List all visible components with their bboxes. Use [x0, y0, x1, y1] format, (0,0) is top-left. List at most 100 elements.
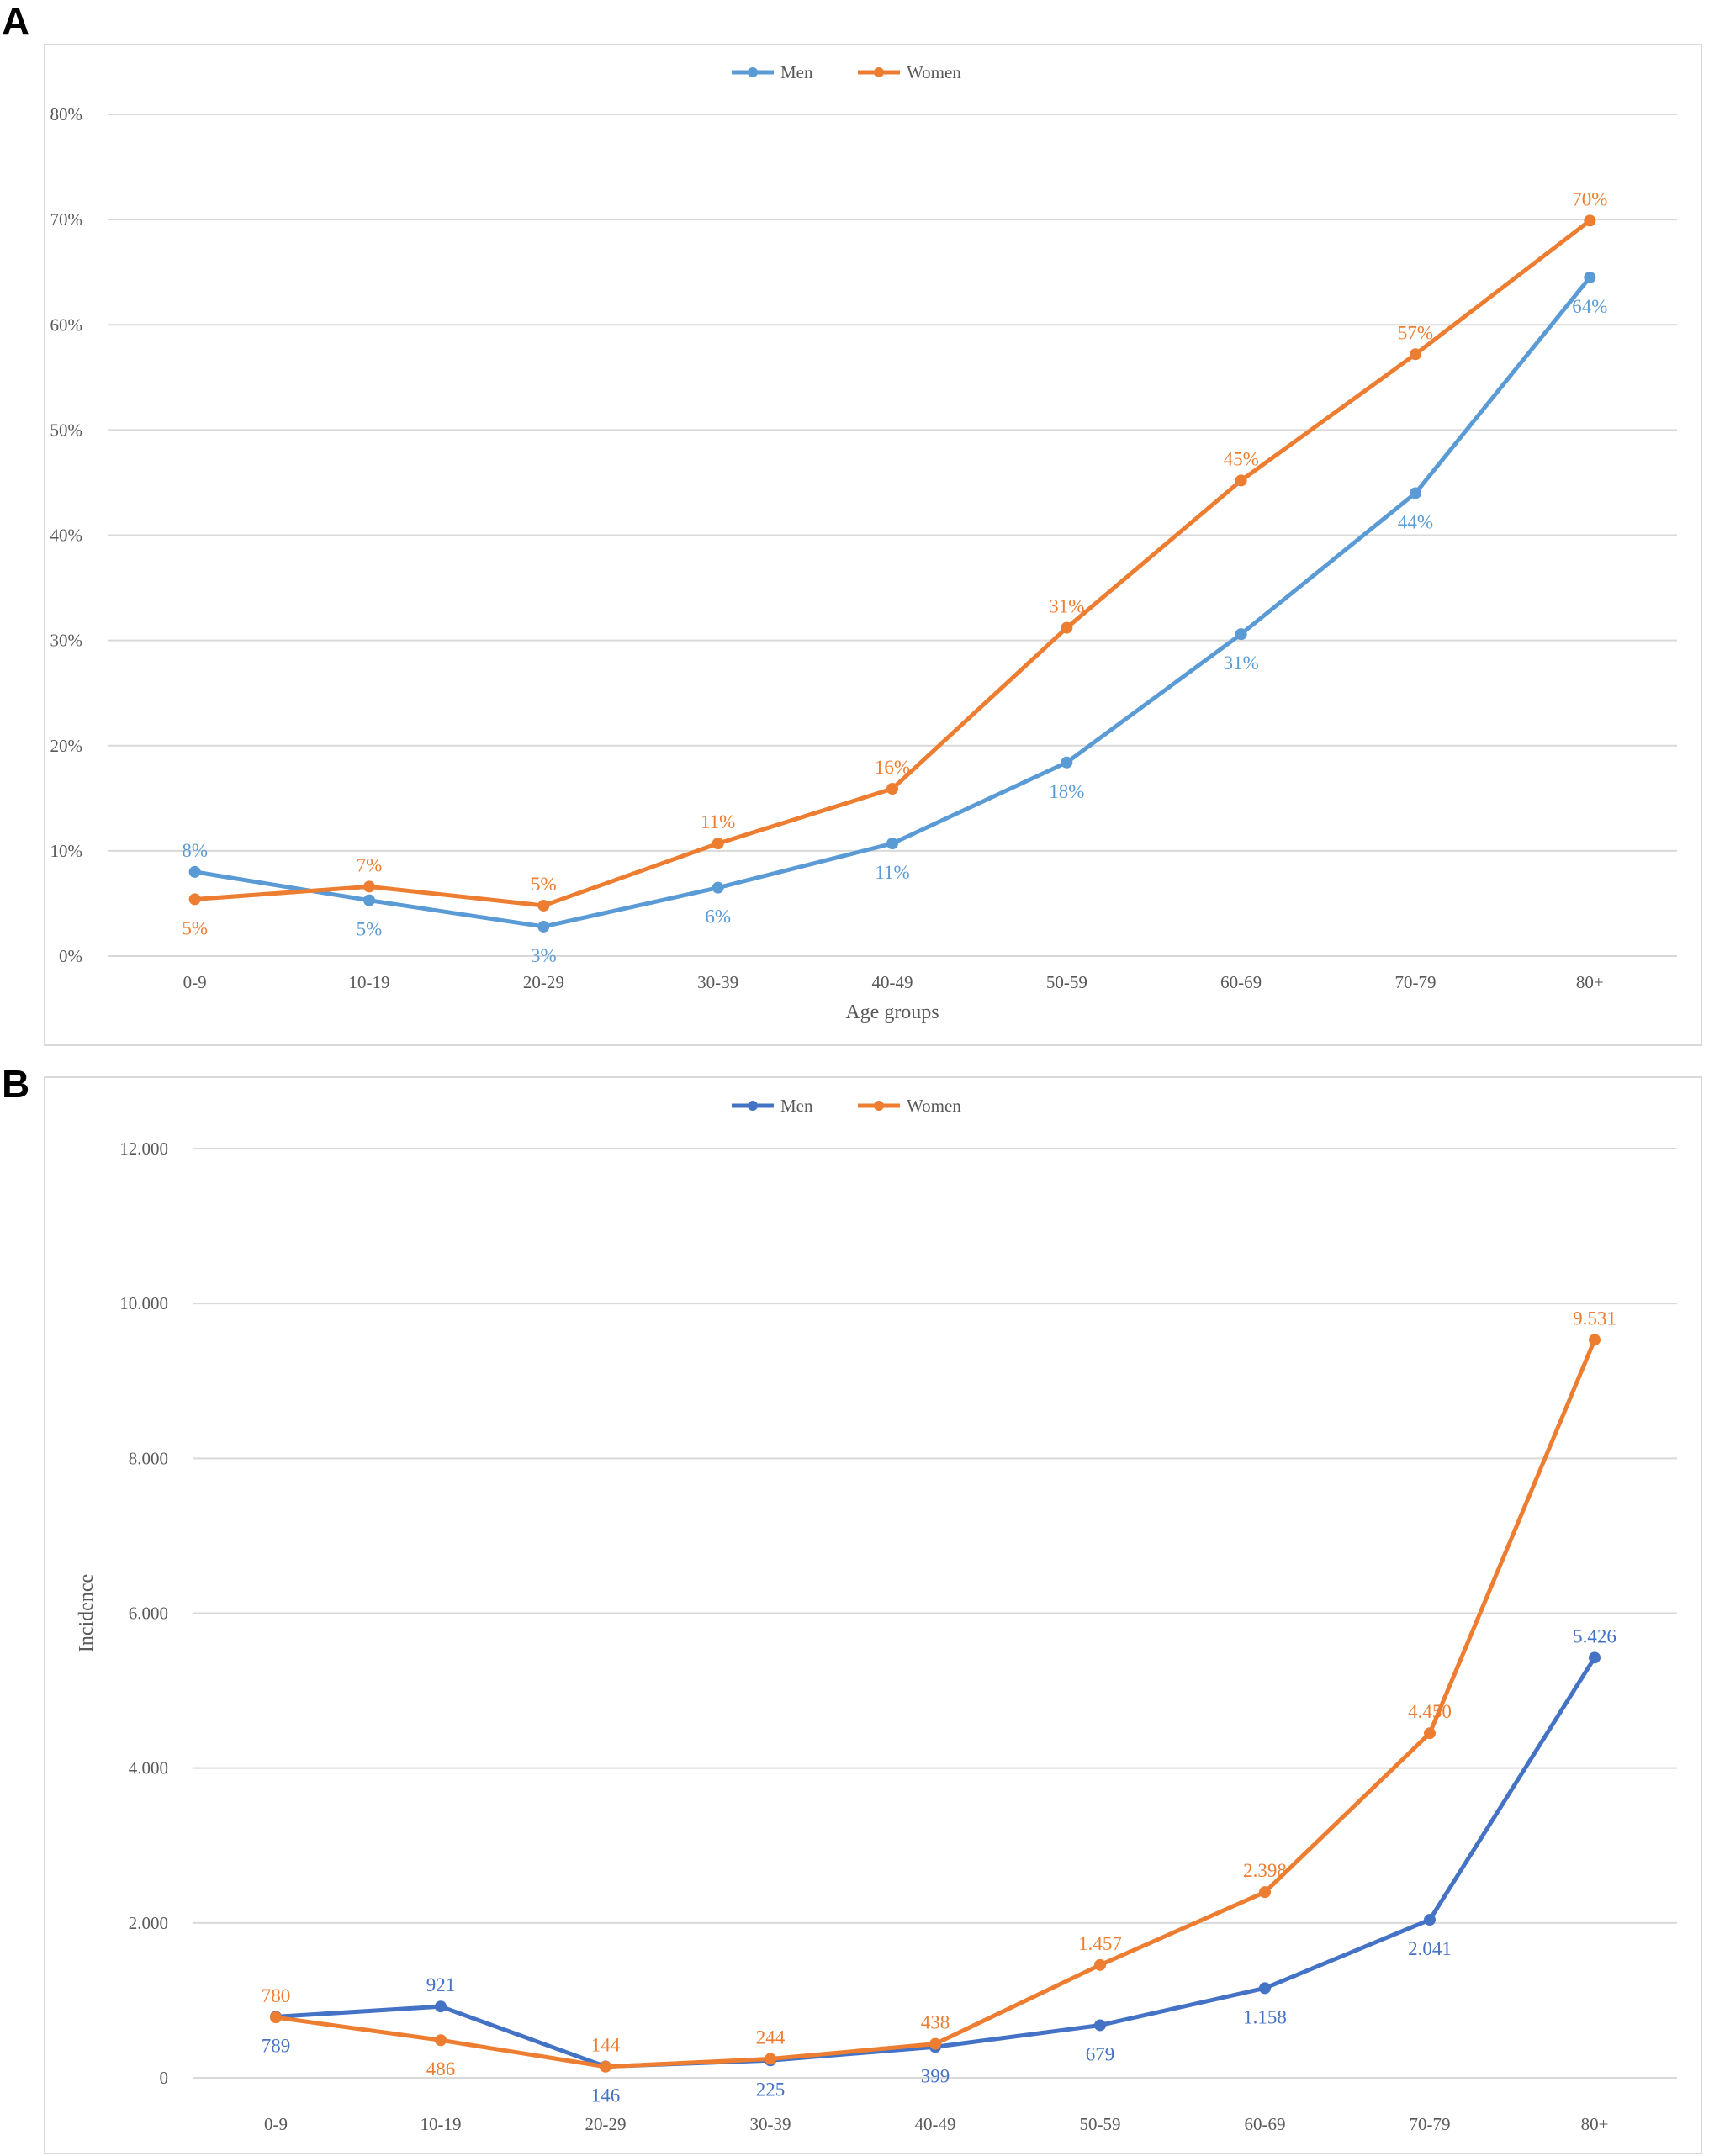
chart-b-data-label-women: 2.398 — [1243, 1860, 1287, 1881]
chart-b-data-label-men: 2.041 — [1408, 1938, 1452, 1959]
chart-b-data-label-men: 789 — [262, 2035, 291, 2056]
chart-b-xtick-label: 0-9 — [264, 2114, 288, 2134]
chart-a-data-label-women: 5% — [182, 917, 208, 938]
chart-a-data-label-men: 64% — [1572, 296, 1607, 317]
panel-letter-a: A — [2, 0, 30, 43]
chart-b-legend-marker-women — [874, 1101, 884, 1111]
chart-a-point-men — [1410, 487, 1421, 499]
chart-b-data-label-men: 225 — [756, 2079, 786, 2100]
chart-b-y-axis-title: Incidence — [76, 1574, 98, 1652]
chart-b-data-label-women: 780 — [262, 1985, 291, 2006]
chart-a-point-women — [1410, 348, 1421, 361]
chart-a-frame — [44, 44, 1702, 1046]
chart-a-ytick-label: 20% — [50, 736, 83, 756]
chart-a-data-label-men: 18% — [1049, 781, 1084, 802]
chart-b-ytick-label: 6.000 — [129, 1604, 168, 1624]
chart-a-point-women — [537, 899, 550, 912]
chart-a-legend-marker-men — [748, 67, 758, 77]
chart-b-ytick-label: 0 — [160, 2068, 169, 2088]
chart-b-xtick-label: 80+ — [1581, 2114, 1609, 2134]
chart-b-point-men — [435, 2000, 447, 2013]
chart-a-xtick-label: 40-49 — [872, 972, 913, 992]
chart-b-point-women — [435, 2034, 447, 2047]
chart-b-legend-label-women: Women — [907, 1096, 961, 1116]
chart-a-data-label-women: 16% — [875, 757, 910, 778]
chart-a-data-label-men: 6% — [705, 906, 731, 927]
chart-a-xtick-label: 10-19 — [349, 972, 390, 992]
chart-a-point-women — [712, 838, 724, 850]
chart-a-legend-marker-women — [874, 67, 884, 77]
chart-b-data-label-women: 244 — [756, 2027, 786, 2048]
chart-a-point-men — [188, 865, 201, 878]
chart-b-point-men — [1589, 1651, 1601, 1664]
chart-a-data-label-women: 7% — [357, 854, 383, 875]
chart-b-data-label-men: 5.426 — [1573, 1625, 1616, 1646]
chart-a-data-label-men: 11% — [875, 862, 909, 883]
chart-b-point-women — [1259, 1886, 1271, 1899]
chart-a-xtick-label: 60-69 — [1220, 972, 1262, 992]
chart-a-data-label-men: 3% — [531, 945, 557, 966]
chart-b-xtick-label: 30-39 — [750, 2114, 791, 2134]
chart-a-ytick-label: 10% — [50, 841, 83, 861]
chart-a-point-women — [1061, 621, 1073, 634]
chart-a-xtick-label: 70-79 — [1395, 972, 1437, 992]
chart-a-xtick-label: 50-59 — [1046, 972, 1087, 992]
chart-b-point-women — [765, 2053, 776, 2065]
chart-a-point-men — [1061, 756, 1073, 769]
chart-b-legend-label-men: Men — [780, 1096, 813, 1116]
chart-b-data-label-men: 399 — [921, 2065, 950, 2086]
chart-a-xtick-label: 20-29 — [523, 972, 564, 992]
chart-b-ytick-label: 2.000 — [129, 1913, 168, 1933]
chart-a-point-women — [886, 783, 898, 795]
chart-b-ytick-label: 8.000 — [129, 1448, 168, 1468]
chart-a-xtick-label: 80+ — [1576, 972, 1604, 992]
chart-a-point-men — [1235, 628, 1247, 641]
chart-b-point-women — [1424, 1727, 1436, 1740]
chart-a-data-label-men: 8% — [182, 840, 208, 861]
chart-b-ytick-label: 12.000 — [119, 1139, 168, 1159]
chart-b-data-label-men: 921 — [426, 1974, 456, 1995]
chart-a-data-label-women: 31% — [1049, 596, 1084, 617]
chart-a-point-men — [363, 894, 375, 906]
chart-b-xtick-label: 40-49 — [915, 2114, 956, 2134]
chart-b-xtick-label: 70-79 — [1410, 2114, 1451, 2134]
chart-b-series-line-women — [273, 1337, 1597, 2069]
chart-a-data-label-women: 11% — [701, 811, 735, 832]
chart-a-data-label-women: 5% — [531, 874, 557, 895]
chart-a-point-women — [188, 893, 201, 906]
chart-b-ytick-label: 10.000 — [119, 1293, 168, 1313]
chart-a-point-men — [1584, 271, 1596, 283]
chart-b-point-women — [929, 2037, 941, 2050]
chart-b-data-label-women: 486 — [426, 2058, 456, 2079]
chart-b-data-label-women: 1.457 — [1078, 1933, 1122, 1954]
chart-a-data-label-women: 70% — [1572, 188, 1607, 209]
chart-b-xtick-label: 10-19 — [421, 2114, 462, 2134]
chart-a-xtick-label: 30-39 — [697, 972, 738, 992]
chart-a-data-label-men: 31% — [1224, 653, 1259, 674]
chart-a-ytick-label: 60% — [50, 314, 83, 335]
chart-b-point-women — [270, 2011, 282, 2024]
chart-a-point-men — [886, 838, 898, 850]
chart-a-ytick-label: 0% — [59, 946, 82, 966]
chart-b-point-men — [1259, 1982, 1271, 1995]
chart-b-point-women — [1589, 1334, 1601, 1346]
chart-b-frame — [44, 1076, 1702, 2154]
chart-a-data-label-men: 5% — [357, 919, 383, 940]
chart-a-data-label-women: 57% — [1398, 322, 1433, 343]
chart-b-data-label-men: 679 — [1086, 2043, 1115, 2064]
chart-a-legend-label-men: Men — [780, 62, 813, 82]
chart-a-legend-label-women: Women — [907, 62, 961, 82]
chart-a-point-women — [1235, 474, 1247, 487]
chart-a-ytick-label: 30% — [50, 631, 83, 651]
chart-b-point-men — [1094, 2019, 1106, 2032]
chart-a-point-men — [537, 920, 550, 933]
chart-b-xtick-label: 20-29 — [585, 2114, 627, 2134]
chart-a-ytick-label: 50% — [50, 420, 83, 440]
chart-a-point-men — [712, 881, 724, 894]
chart-b-xtick-label: 60-69 — [1245, 2114, 1286, 2134]
chart-b-data-label-women: 438 — [921, 2012, 950, 2033]
chart-b-data-label-women: 4.450 — [1408, 1701, 1452, 1722]
chart-b-xtick-label: 50-59 — [1080, 2114, 1121, 2134]
chart-b-legend-marker-men — [748, 1101, 758, 1111]
